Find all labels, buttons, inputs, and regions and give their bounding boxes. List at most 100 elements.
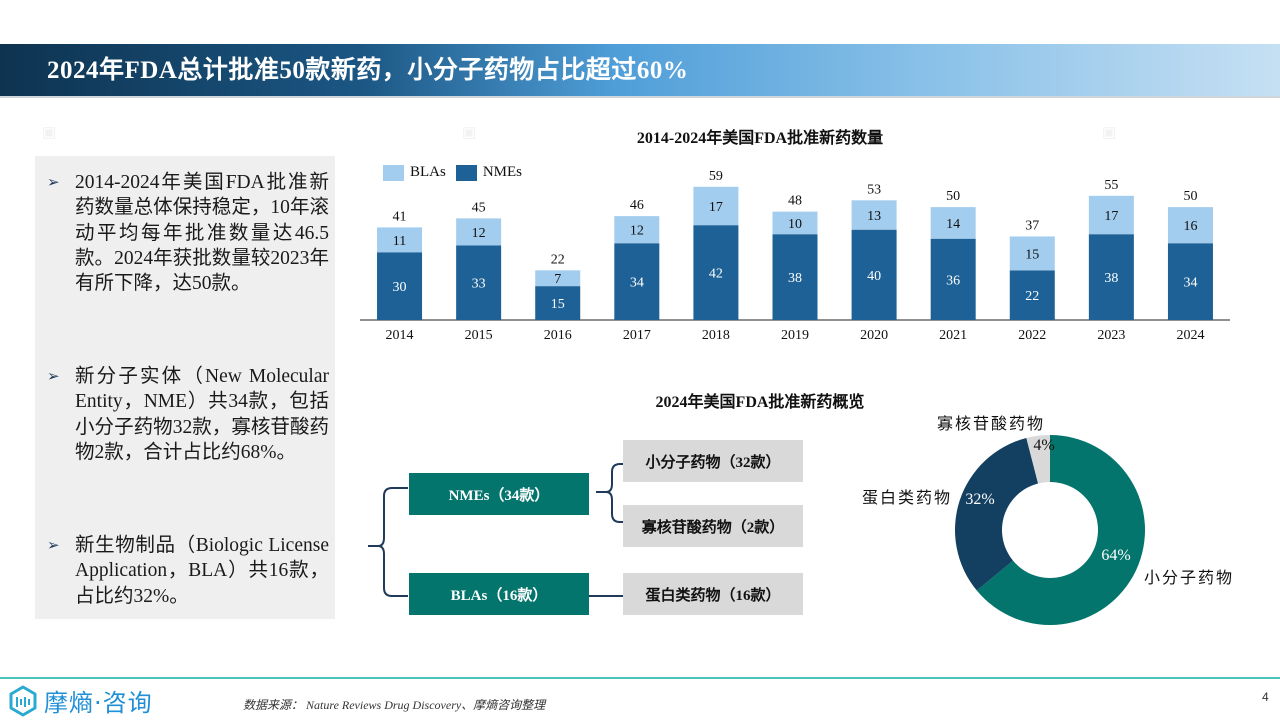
nmes-node: NMEs（34款） bbox=[409, 473, 589, 515]
label-total-2022: 37 bbox=[1025, 218, 1039, 233]
legend-swatch-blas bbox=[383, 164, 404, 181]
bar-nmes-2016 bbox=[535, 286, 581, 320]
bar-nmes-2018 bbox=[693, 225, 739, 320]
stacked-bar-chart: 30 11 41 2014 33 12 45 2015 15 7 22 2016 34 12 46 2017 4… bbox=[360, 169, 1230, 343]
watermark: ◈ bbox=[1093, 117, 1124, 148]
bar-blas-2017 bbox=[614, 216, 660, 244]
bar-blas-2022 bbox=[1009, 236, 1055, 271]
x-tick-2015: 2015 bbox=[465, 328, 493, 343]
donut-value-0: 64% bbox=[1101, 547, 1130, 564]
x-tick-2021: 2021 bbox=[939, 328, 967, 343]
label-total-2014: 41 bbox=[393, 209, 407, 224]
data-source: 数据来源： Nature Reviews Drug Discovery、摩熵咨询… bbox=[243, 698, 546, 712]
bar-nmes-2017 bbox=[614, 243, 660, 320]
bar-blas-2020 bbox=[851, 200, 897, 230]
tree-connectors bbox=[368, 463, 624, 597]
bar-nmes-2023 bbox=[1088, 234, 1134, 320]
label-blas-2021: 14 bbox=[946, 217, 960, 232]
bar-blas-2024 bbox=[1167, 207, 1213, 244]
arrow-bullet-icon: ➢ bbox=[47, 175, 60, 191]
bullet-text: 新分子实体（New Molecular Entity，NME）共34款，包括小分… bbox=[75, 366, 329, 463]
label-total-2021: 50 bbox=[946, 189, 960, 204]
bar-nmes-2020 bbox=[851, 229, 897, 320]
donut-slice-1 bbox=[955, 437, 1039, 591]
nmes-brace bbox=[596, 463, 624, 523]
pie-label-protein: 蛋白类药物 bbox=[862, 490, 953, 507]
pie-label-oligo: 寡核苷酸药物 bbox=[937, 416, 1046, 433]
small-molecule-node: 小分子药物（32款） bbox=[623, 440, 803, 482]
label-blas-2015: 12 bbox=[472, 226, 486, 241]
bar-nmes-2024 bbox=[1167, 243, 1213, 320]
page-title: 2024年FDA总计批准50款新药，小分子药物占比超过60% bbox=[47, 57, 689, 84]
label-nmes-2021: 36 bbox=[946, 273, 960, 288]
bar-blas-2018 bbox=[693, 186, 739, 226]
bar-blas-2019 bbox=[772, 211, 818, 235]
label-nmes-2017: 34 bbox=[630, 276, 644, 291]
label-nmes-2023: 38 bbox=[1104, 271, 1118, 286]
label-blas-2024: 16 bbox=[1183, 219, 1197, 234]
x-tick-2017: 2017 bbox=[623, 328, 651, 343]
legend-label-nmes: NMEs bbox=[482, 164, 523, 180]
bar-blas-2021 bbox=[930, 207, 976, 239]
x-tick-2019: 2019 bbox=[781, 328, 809, 343]
label-blas-2017: 12 bbox=[630, 224, 644, 239]
title-bar: 2024年FDA总计批准50款新药，小分子药物占比超过60% bbox=[0, 44, 1280, 96]
label-nmes-2020: 40 bbox=[867, 269, 881, 284]
label-nmes-2019: 38 bbox=[788, 271, 802, 286]
bar-chart-title: 2014-2024年美国FDA批准新药数量 bbox=[636, 130, 884, 147]
summary-panel: ➢ 2014-2024年美国FDA批准新药数量总体保持稳定，10年滚动平均每年批… bbox=[35, 156, 335, 619]
x-tick-2018: 2018 bbox=[702, 328, 730, 343]
legend-swatch-nmes bbox=[455, 164, 477, 181]
bar-blas-2016 bbox=[535, 270, 581, 287]
summary-bullet: ➢ 新分子实体（New Molecular Entity，NME）共34款，包括… bbox=[47, 364, 329, 465]
arrow-bullet-icon: ➢ bbox=[47, 369, 60, 385]
bar-blas-2014 bbox=[377, 227, 423, 253]
label-blas-2014: 11 bbox=[393, 234, 406, 249]
page-number: 4 bbox=[1262, 690, 1269, 704]
x-tick-2022: 2022 bbox=[1018, 328, 1046, 343]
label-total-2017: 46 bbox=[630, 198, 644, 213]
label-nmes-2016: 15 bbox=[551, 297, 565, 312]
label-blas-2016: 7 bbox=[554, 272, 561, 287]
label-total-2024: 50 bbox=[1183, 189, 1197, 204]
bar-nmes-2022 bbox=[1009, 270, 1055, 320]
donut-chart: 64% 32% 4% bbox=[955, 435, 1145, 625]
root-brace bbox=[368, 487, 408, 597]
label-nmes-2024: 34 bbox=[1183, 276, 1197, 291]
arrow-bullet-icon: ➢ bbox=[47, 538, 60, 554]
x-tick-2014: 2014 bbox=[386, 328, 414, 343]
label-blas-2023: 17 bbox=[1104, 209, 1118, 224]
pie-label-small-molecule: 小分子药物 bbox=[1144, 570, 1235, 587]
protein-node: 蛋白类药物（16款） bbox=[623, 573, 803, 615]
bar-nmes-2015 bbox=[456, 245, 502, 320]
title-divider bbox=[0, 96, 1280, 98]
summary-bullet: ➢ 新生物制品（Biologic License Application，BLA… bbox=[47, 533, 329, 609]
label-total-2019: 48 bbox=[788, 194, 802, 209]
donut-slice-2 bbox=[1026, 435, 1050, 484]
logo-hexagon-icon bbox=[9, 685, 37, 716]
bar-blas-2023 bbox=[1088, 195, 1134, 235]
blas-node: BLAs（16款） bbox=[409, 573, 589, 615]
bar-blas-2015 bbox=[456, 218, 502, 246]
bar-nmes-2014 bbox=[377, 252, 423, 320]
overview-title: 2024年美国FDA批准新药概览 bbox=[655, 394, 865, 411]
label-nmes-2022: 22 bbox=[1025, 289, 1039, 304]
legend-label-blas: BLAs bbox=[410, 164, 446, 180]
bullet-text: 新生物制品（Biologic License Application，BLA）共… bbox=[75, 535, 329, 607]
label-total-2015: 45 bbox=[472, 200, 486, 215]
label-total-2018: 59 bbox=[709, 169, 723, 184]
bar-nmes-2019 bbox=[772, 234, 818, 320]
label-nmes-2014: 30 bbox=[393, 280, 407, 295]
logo-text: 摩熵·咨询 bbox=[44, 689, 153, 717]
x-tick-2020: 2020 bbox=[860, 328, 888, 343]
donut-value-2: 4% bbox=[1033, 437, 1054, 454]
x-tick-2016: 2016 bbox=[544, 328, 572, 343]
summary-bullet: ➢ 2014-2024年美国FDA批准新药数量总体保持稳定，10年滚动平均每年批… bbox=[47, 170, 329, 296]
donut-slice-0 bbox=[976, 435, 1145, 625]
label-blas-2019: 10 bbox=[788, 217, 802, 232]
x-tick-2023: 2023 bbox=[1097, 328, 1125, 343]
bullet-text: 2014-2024年美国FDA批准新药数量总体保持稳定，10年滚动平均每年批准数… bbox=[75, 172, 329, 295]
label-total-2020: 53 bbox=[867, 182, 881, 197]
label-blas-2018: 17 bbox=[709, 200, 723, 215]
bar-chart-legend: BLAs NMEs bbox=[383, 164, 532, 181]
